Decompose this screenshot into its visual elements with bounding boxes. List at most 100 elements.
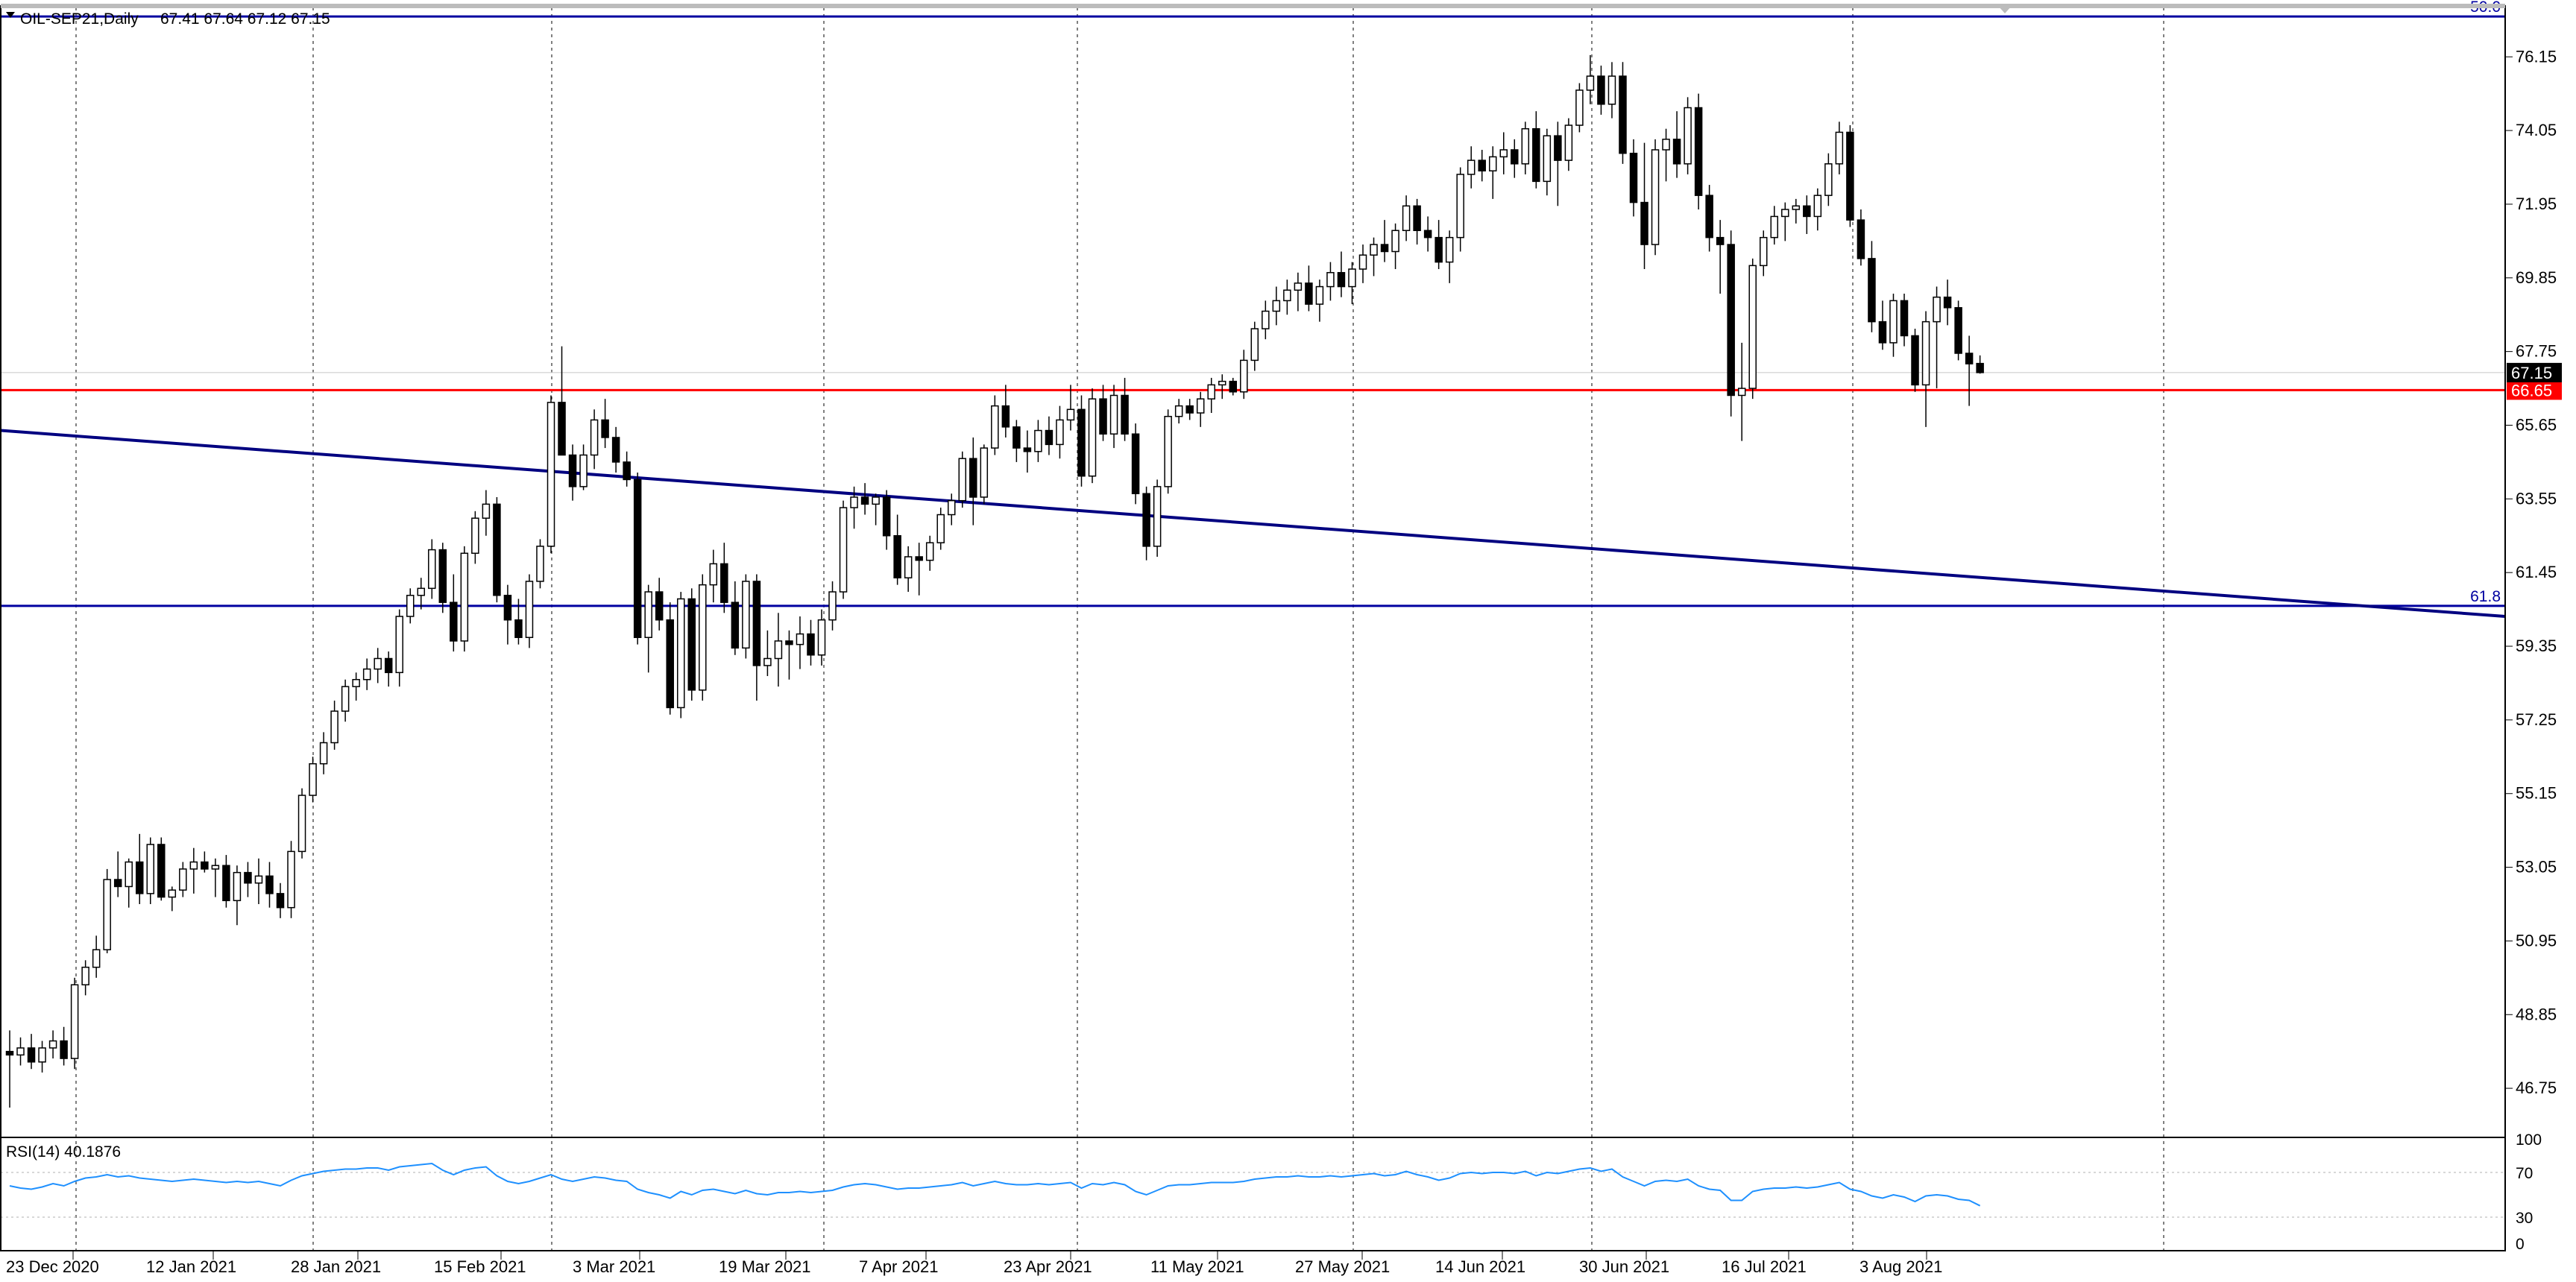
candle[interactable] bbox=[450, 574, 458, 652]
candle[interactable] bbox=[860, 483, 869, 515]
candle[interactable] bbox=[547, 395, 555, 554]
candle[interactable] bbox=[1846, 125, 1854, 227]
candle[interactable] bbox=[947, 493, 956, 525]
candle[interactable] bbox=[774, 613, 783, 687]
candle[interactable] bbox=[1911, 329, 1919, 392]
candle[interactable] bbox=[1185, 399, 1194, 420]
candle[interactable] bbox=[179, 862, 187, 897]
candle[interactable] bbox=[687, 588, 696, 701]
candle[interactable] bbox=[1250, 321, 1259, 371]
candle[interactable] bbox=[1824, 153, 1833, 206]
candle[interactable] bbox=[752, 574, 761, 701]
candle[interactable] bbox=[189, 847, 198, 894]
candle[interactable] bbox=[1153, 479, 1162, 557]
candle[interactable] bbox=[113, 851, 122, 897]
candle[interactable] bbox=[287, 841, 295, 918]
candle[interactable] bbox=[1229, 377, 1238, 396]
candle[interactable] bbox=[568, 444, 577, 501]
candle[interactable] bbox=[1142, 486, 1150, 561]
candle[interactable] bbox=[254, 858, 263, 904]
candle[interactable] bbox=[265, 862, 274, 908]
candle[interactable] bbox=[904, 546, 913, 593]
candle[interactable] bbox=[1066, 385, 1075, 431]
candle[interactable] bbox=[1684, 97, 1692, 174]
candle[interactable] bbox=[1933, 286, 1941, 389]
candle[interactable] bbox=[915, 543, 923, 596]
candle[interactable] bbox=[590, 409, 599, 470]
candle[interactable] bbox=[81, 960, 89, 996]
candle[interactable] bbox=[38, 1041, 46, 1073]
candle[interactable] bbox=[1315, 280, 1324, 322]
candle[interactable] bbox=[1564, 118, 1573, 171]
candle[interactable] bbox=[471, 511, 479, 564]
candle[interactable] bbox=[48, 1030, 57, 1059]
candle[interactable] bbox=[601, 399, 609, 449]
candle[interactable] bbox=[1705, 185, 1713, 252]
candle[interactable] bbox=[157, 837, 166, 901]
candle[interactable] bbox=[525, 574, 534, 648]
candle[interactable] bbox=[1868, 241, 1876, 332]
candle[interactable] bbox=[244, 862, 252, 897]
candle[interactable] bbox=[1402, 195, 1411, 241]
candle[interactable] bbox=[796, 616, 804, 669]
candle[interactable] bbox=[817, 609, 826, 666]
candle[interactable] bbox=[611, 426, 620, 473]
candle[interactable] bbox=[742, 574, 750, 659]
candle[interactable] bbox=[1737, 342, 1746, 441]
candle[interactable] bbox=[1976, 355, 1984, 374]
candle[interactable] bbox=[233, 865, 242, 926]
candle[interactable] bbox=[882, 490, 891, 550]
candle[interactable] bbox=[676, 592, 685, 719]
candle[interactable] bbox=[1045, 416, 1054, 455]
candle[interactable] bbox=[384, 651, 393, 687]
candle[interactable] bbox=[1727, 230, 1735, 417]
candle[interactable] bbox=[1835, 121, 1844, 174]
candle[interactable] bbox=[1262, 300, 1270, 340]
candle[interactable] bbox=[341, 679, 350, 722]
candle[interactable] bbox=[1607, 62, 1616, 119]
candle[interactable] bbox=[514, 599, 523, 645]
candle[interactable] bbox=[1651, 139, 1660, 256]
candle[interactable] bbox=[623, 451, 631, 487]
candle[interactable] bbox=[1878, 300, 1887, 350]
candle[interactable] bbox=[872, 493, 880, 525]
candle[interactable] bbox=[1131, 423, 1140, 505]
candle[interactable] bbox=[1109, 385, 1118, 449]
candle[interactable] bbox=[1478, 149, 1486, 182]
candle[interactable] bbox=[1435, 220, 1443, 270]
candle[interactable] bbox=[1164, 409, 1172, 494]
candle[interactable] bbox=[925, 535, 934, 571]
candle[interactable] bbox=[1467, 146, 1476, 189]
candle[interactable] bbox=[1056, 405, 1064, 459]
candle[interactable] bbox=[92, 935, 101, 978]
candle[interactable] bbox=[893, 514, 901, 585]
candle[interactable] bbox=[1921, 311, 1930, 427]
candle[interactable] bbox=[135, 833, 144, 904]
candle[interactable] bbox=[644, 584, 652, 673]
candle[interactable] bbox=[1305, 265, 1313, 312]
candle[interactable] bbox=[1456, 167, 1464, 252]
candle[interactable] bbox=[1694, 93, 1703, 210]
candle[interactable] bbox=[460, 546, 469, 652]
candle[interactable] bbox=[1716, 220, 1725, 294]
scroll-marker-icon[interactable] bbox=[1998, 6, 2012, 13]
candle[interactable] bbox=[5, 1030, 14, 1108]
candle[interactable] bbox=[558, 346, 566, 456]
menu-triangle-icon[interactable] bbox=[6, 12, 15, 18]
candle[interactable] bbox=[352, 672, 360, 701]
candle[interactable] bbox=[969, 437, 977, 525]
candle[interactable] bbox=[1370, 237, 1378, 277]
candle[interactable] bbox=[1781, 202, 1789, 241]
candle[interactable] bbox=[1196, 391, 1205, 427]
candle[interactable] bbox=[1662, 128, 1670, 182]
candle[interactable] bbox=[1965, 335, 1974, 406]
candle[interactable] bbox=[309, 757, 317, 803]
candle[interactable] bbox=[785, 630, 793, 680]
candle[interactable] bbox=[731, 581, 740, 655]
candle[interactable] bbox=[406, 588, 415, 624]
candle[interactable] bbox=[503, 584, 512, 645]
candle[interactable] bbox=[1207, 377, 1215, 414]
candle[interactable] bbox=[991, 395, 999, 455]
candle[interactable] bbox=[1672, 111, 1681, 178]
candle[interactable] bbox=[936, 508, 945, 550]
